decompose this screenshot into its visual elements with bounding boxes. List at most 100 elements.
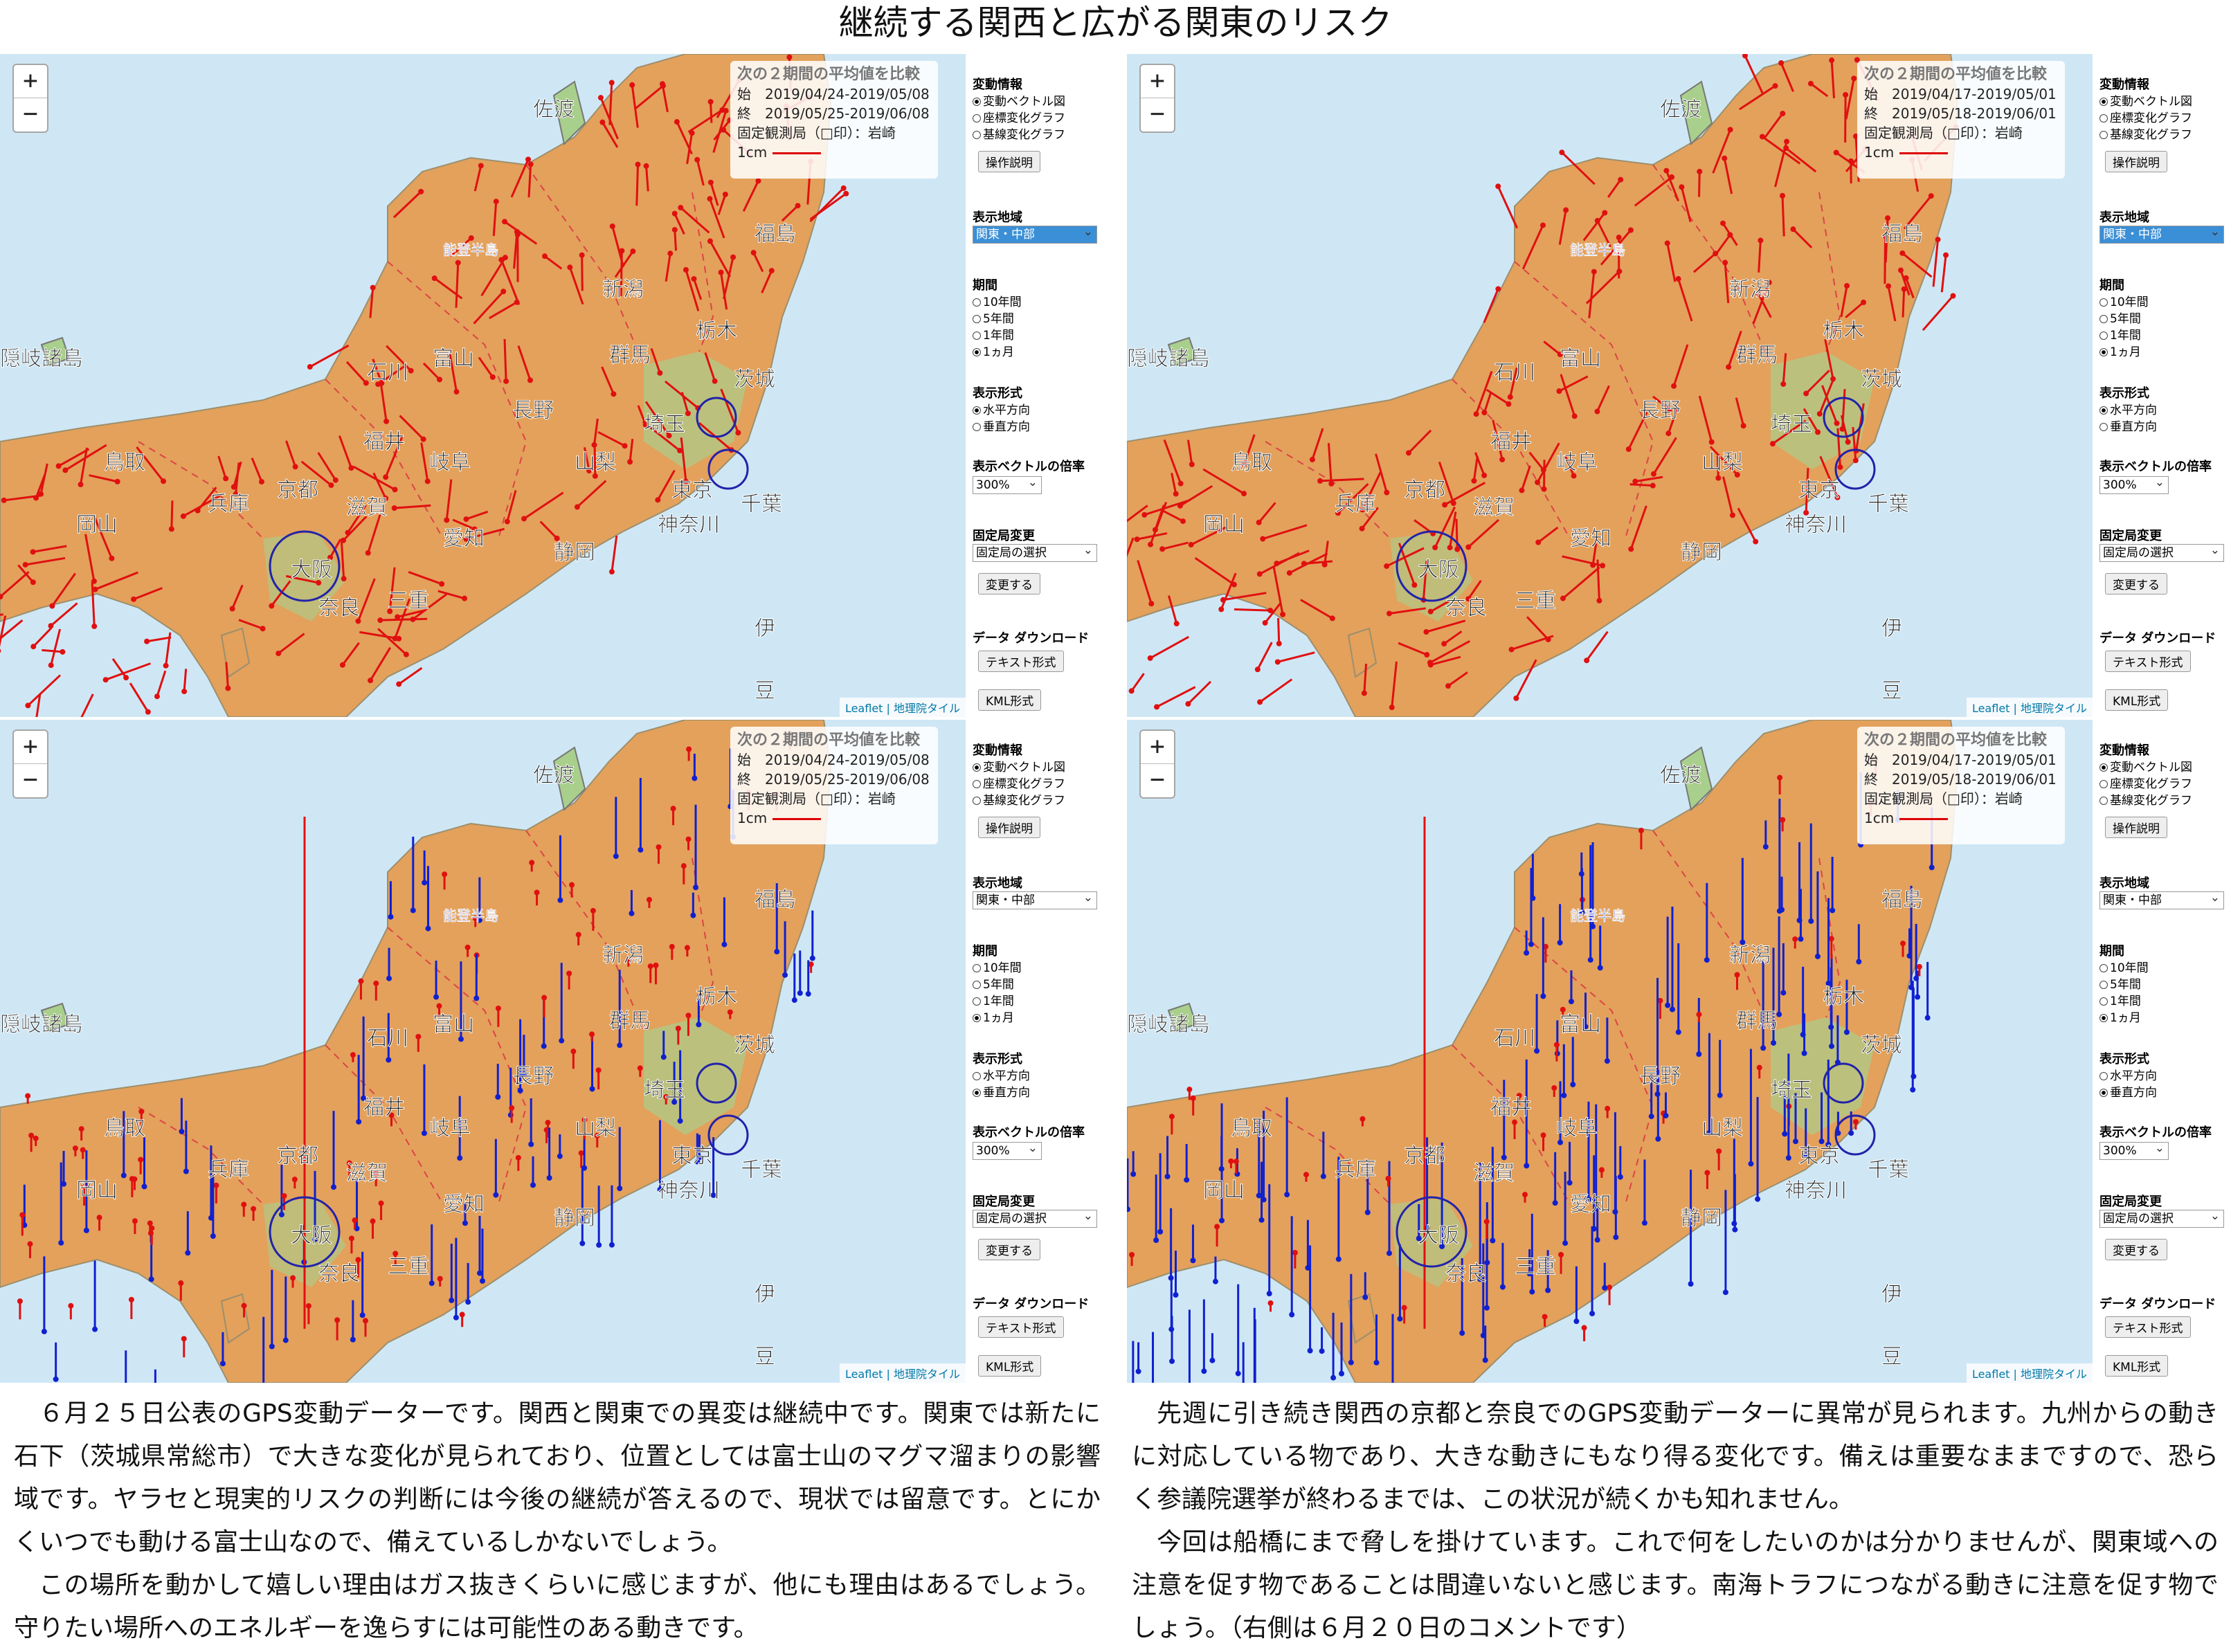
fixed-station-info: 固定観測局（□印）：岩崎 — [1864, 125, 2023, 141]
map-attribution[interactable]: Leaflet | 地理院タイル — [839, 1363, 966, 1383]
radio-format-horizontal[interactable]: 水平方向 — [973, 1066, 1030, 1083]
zoom-in-button[interactable]: + — [14, 65, 47, 98]
radio-baseline-graph[interactable]: 基線変化グラフ — [973, 125, 1065, 142]
radio-period-5y[interactable]: 5年間 — [973, 309, 1014, 326]
radio-period-10y[interactable]: 10年間 — [2099, 958, 2149, 975]
radio-period-1y[interactable]: 1年間 — [2099, 991, 2141, 1008]
radio-format-horizontal[interactable]: 水平方向 — [2099, 400, 2157, 417]
radio-period-5y[interactable]: 5年間 — [973, 974, 1014, 992]
change-button[interactable]: 変更する — [978, 1239, 1040, 1260]
kml-format-button[interactable]: KML形式 — [978, 689, 1042, 711]
region-select[interactable]: 関東・中部 — [973, 224, 1097, 244]
zoom-in-button[interactable]: + — [1141, 65, 1174, 98]
fixed-station-select[interactable]: 固定局の選択 — [2099, 1208, 2224, 1228]
radio-period-5y[interactable]: 5年間 — [2099, 974, 2141, 992]
displacement-vector — [500, 259, 521, 305]
radio-period-1m[interactable]: 1ヵ月 — [2099, 1008, 2141, 1025]
howto-button[interactable]: 操作説明 — [978, 817, 1040, 838]
gps-map[interactable]: 石川 富山 新潟 福島 福井 長野 群馬 栃木 茨城 埼玉 山梨 岐阜 滋賀 京… — [1127, 720, 2093, 1383]
gps-map[interactable]: 石川 富山 新潟 福島 福井 長野 群馬 栃木 茨城 埼玉 山梨 岐阜 滋賀 京… — [0, 54, 966, 717]
radio-vector-map[interactable]: 変動ベクトル図 — [973, 757, 1065, 774]
scale-select[interactable]: 300% — [973, 474, 1042, 494]
fixed-station-select[interactable]: 固定局の選択 — [973, 542, 1097, 562]
text-format-button[interactable]: テキスト形式 — [2105, 1316, 2191, 1338]
map-attribution[interactable]: Leaflet | 地理院タイル — [839, 698, 966, 717]
zoom-out-button[interactable]: − — [23, 765, 38, 794]
zoom-out-button[interactable]: − — [23, 100, 38, 128]
kml-format-button[interactable]: KML形式 — [2105, 1355, 2169, 1377]
vector-arrowhead — [1851, 75, 1857, 82]
howto-button[interactable]: 操作説明 — [2105, 817, 2167, 838]
vector-arrowhead — [341, 576, 347, 582]
text-format-button[interactable]: テキスト形式 — [978, 651, 1064, 672]
radio-period-1m[interactable]: 1ヵ月 — [2099, 342, 2141, 359]
radio-format-vertical[interactable]: 垂直方向 — [2099, 1082, 2157, 1100]
change-button[interactable]: 変更する — [978, 573, 1040, 594]
howto-button[interactable]: 操作説明 — [978, 151, 1040, 172]
vector-arrowhead — [1188, 542, 1194, 548]
change-button[interactable]: 変更する — [2105, 1239, 2167, 1260]
region-select[interactable]: 関東・中部 — [2099, 889, 2224, 909]
radio-coord-graph[interactable]: 座標変化グラフ — [973, 108, 1065, 125]
vector-arrowhead — [1778, 60, 1785, 66]
radio-period-1y[interactable]: 1年間 — [973, 991, 1014, 1008]
zoom-in-button[interactable]: + — [1141, 731, 1174, 764]
kml-format-button[interactable]: KML形式 — [2105, 689, 2169, 711]
radio-period-1y[interactable]: 1年間 — [2099, 325, 2141, 343]
scale-select[interactable]: 300% — [973, 1140, 1042, 1160]
radio-format-vertical[interactable]: 垂直方向 — [973, 417, 1030, 434]
zoom-in-button[interactable]: + — [14, 731, 47, 764]
radio-period-5y[interactable]: 5年間 — [2099, 309, 2141, 326]
displacement-vector — [1562, 566, 1600, 599]
vector-arrowhead — [251, 1206, 257, 1212]
label-chiba: 千葉 — [741, 492, 782, 516]
fixed-station-select[interactable]: 固定局の選択 — [2099, 542, 2224, 562]
displacement-vector — [1667, 407, 1679, 434]
radio-coord-graph[interactable]: 座標変化グラフ — [2099, 108, 2192, 125]
scale-select[interactable]: 300% — [2099, 474, 2169, 494]
vector-arrowhead — [1657, 997, 1663, 1004]
vector-arrowhead — [465, 1299, 471, 1305]
radio-format-vertical[interactable]: 垂直方向 — [973, 1082, 1030, 1100]
scale-select[interactable]: 300% — [2099, 1140, 2169, 1160]
region-select[interactable]: 関東・中部 — [2099, 224, 2224, 244]
radio-vector-map[interactable]: 変動ベクトル図 — [2099, 91, 2192, 109]
radio-format-horizontal[interactable]: 水平方向 — [973, 400, 1030, 417]
zoom-out-button[interactable]: − — [1150, 100, 1165, 128]
text-format-button[interactable]: テキスト形式 — [2105, 651, 2191, 672]
zoom-out-button[interactable]: − — [1150, 765, 1165, 794]
radio-vector-map[interactable]: 変動ベクトル図 — [2099, 757, 2192, 774]
radio-baseline-graph[interactable]: 基線変化グラフ — [973, 790, 1065, 808]
vector-arrowhead — [1772, 83, 1778, 89]
fixed-station-select[interactable]: 固定局の選択 — [973, 1208, 1097, 1228]
displacement-vector — [704, 352, 716, 382]
radio-vector-map[interactable]: 変動ベクトル図 — [973, 91, 1065, 109]
radio-baseline-graph[interactable]: 基線変化グラフ — [2099, 790, 2192, 808]
displacement-vector — [1735, 397, 1745, 426]
radio-period-1m[interactable]: 1ヵ月 — [973, 1008, 1014, 1025]
text-format-button[interactable]: テキスト形式 — [978, 1316, 1064, 1338]
radio-coord-graph[interactable]: 座標変化グラフ — [2099, 774, 2192, 791]
radio-format-vertical[interactable]: 垂直方向 — [2099, 417, 2157, 434]
radio-coord-graph[interactable]: 座標変化グラフ — [973, 774, 1065, 791]
radio-period-1m[interactable]: 1ヵ月 — [973, 342, 1014, 359]
radio-period-1y[interactable]: 1年間 — [973, 325, 1014, 343]
map-attribution[interactable]: Leaflet | 地理院タイル — [1966, 698, 2093, 717]
map-attribution[interactable]: Leaflet | 地理院タイル — [1966, 1363, 2093, 1383]
radio-period-10y[interactable]: 10年間 — [2099, 292, 2149, 309]
vector-arrowhead — [19, 1212, 26, 1218]
plain-kansai — [263, 532, 346, 621]
kml-format-button[interactable]: KML形式 — [978, 1355, 1042, 1377]
radio-baseline-graph[interactable]: 基線変化グラフ — [2099, 125, 2192, 142]
gps-map[interactable]: 石川 富山 新潟 福島 福井 長野 群馬 栃木 茨城 埼玉 山梨 岐阜 滋賀 京… — [0, 720, 966, 1383]
howto-button[interactable]: 操作説明 — [2105, 151, 2167, 172]
change-button[interactable]: 変更する — [2105, 573, 2167, 594]
gps-map[interactable]: 石川 富山 新潟 福島 福井 長野 群馬 栃木 茨城 埼玉 山梨 岐阜 滋賀 京… — [1127, 54, 2093, 717]
radio-period-10y[interactable]: 10年間 — [973, 958, 1022, 975]
radio-period-10y[interactable]: 10年間 — [973, 292, 1022, 309]
vector-arrowhead — [1675, 275, 1681, 282]
region-select[interactable]: 関東・中部 — [973, 889, 1097, 909]
vector-arrowhead — [1524, 1163, 1530, 1169]
radio-icon — [2099, 1014, 2108, 1022]
radio-format-horizontal[interactable]: 水平方向 — [2099, 1066, 2157, 1083]
